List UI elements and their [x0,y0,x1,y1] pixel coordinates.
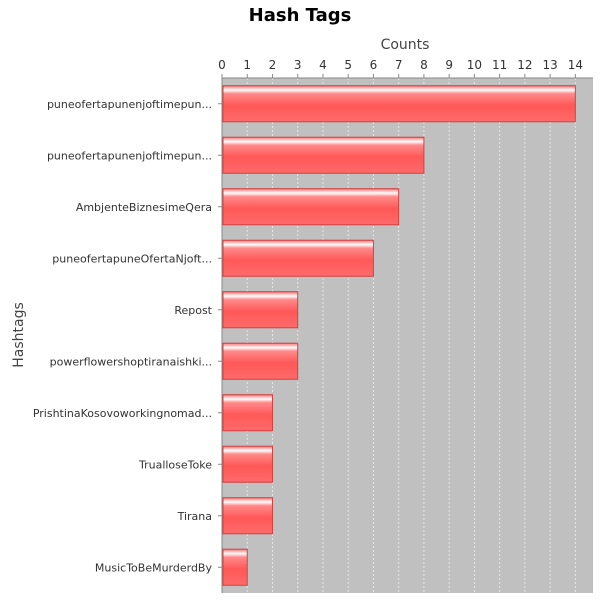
x-axis-ticks: 0 1 2 3 4 5 6 7 8 9 10 11 12 13 14 [218,58,583,78]
category-label: Tirana [177,510,212,523]
category-label: AmbjenteBiznesimeQera [76,201,212,214]
bar [222,85,576,123]
bar [222,239,374,277]
x-axis-title: Counts [381,37,430,53]
category-label: puneofertapunenjoftimepun... [47,149,212,162]
category-label: TrualloseToke [138,458,212,471]
category-label: MusicToBeMurderdBy [95,561,213,574]
y-axis-title: Hashtags [11,302,27,368]
x-tick-label: 10 [467,58,482,72]
x-tick-label: 1 [243,58,251,72]
bar [222,291,299,329]
category-label: PrishtinaKosovoworkingnomad... [33,407,212,420]
x-tick-label: 3 [294,58,302,72]
x-tick-label: 6 [370,58,378,72]
x-tick-label: 4 [319,58,327,72]
category-label: powerflowershoptiranaishki... [50,355,212,368]
category-labels: puneofertapunenjoftimepun... puneofertapu… [33,98,222,574]
bar [222,136,425,174]
category-label: Repost [174,304,212,317]
bar [222,342,299,380]
x-tick-label: 12 [517,58,532,72]
bar [222,497,273,535]
bar [222,188,400,226]
x-tick-label: 13 [542,58,557,72]
bars [222,85,576,586]
x-tick-label: 2 [269,58,277,72]
x-tick-label: 5 [344,58,352,72]
category-label: puneofertapuneOfertaNjoft... [52,252,212,265]
chart-title: Hash Tags [249,5,352,26]
x-tick-label: 8 [420,58,428,72]
x-tick-label: 14 [568,58,583,72]
bar [222,445,273,483]
bar [222,394,273,432]
x-tick-label: 0 [218,58,226,72]
category-label: puneofertapunenjoftimepun... [47,98,212,111]
x-tick-label: 11 [492,58,507,72]
bar [222,548,248,586]
x-tick-label: 9 [445,58,453,72]
x-tick-label: 7 [395,58,403,72]
